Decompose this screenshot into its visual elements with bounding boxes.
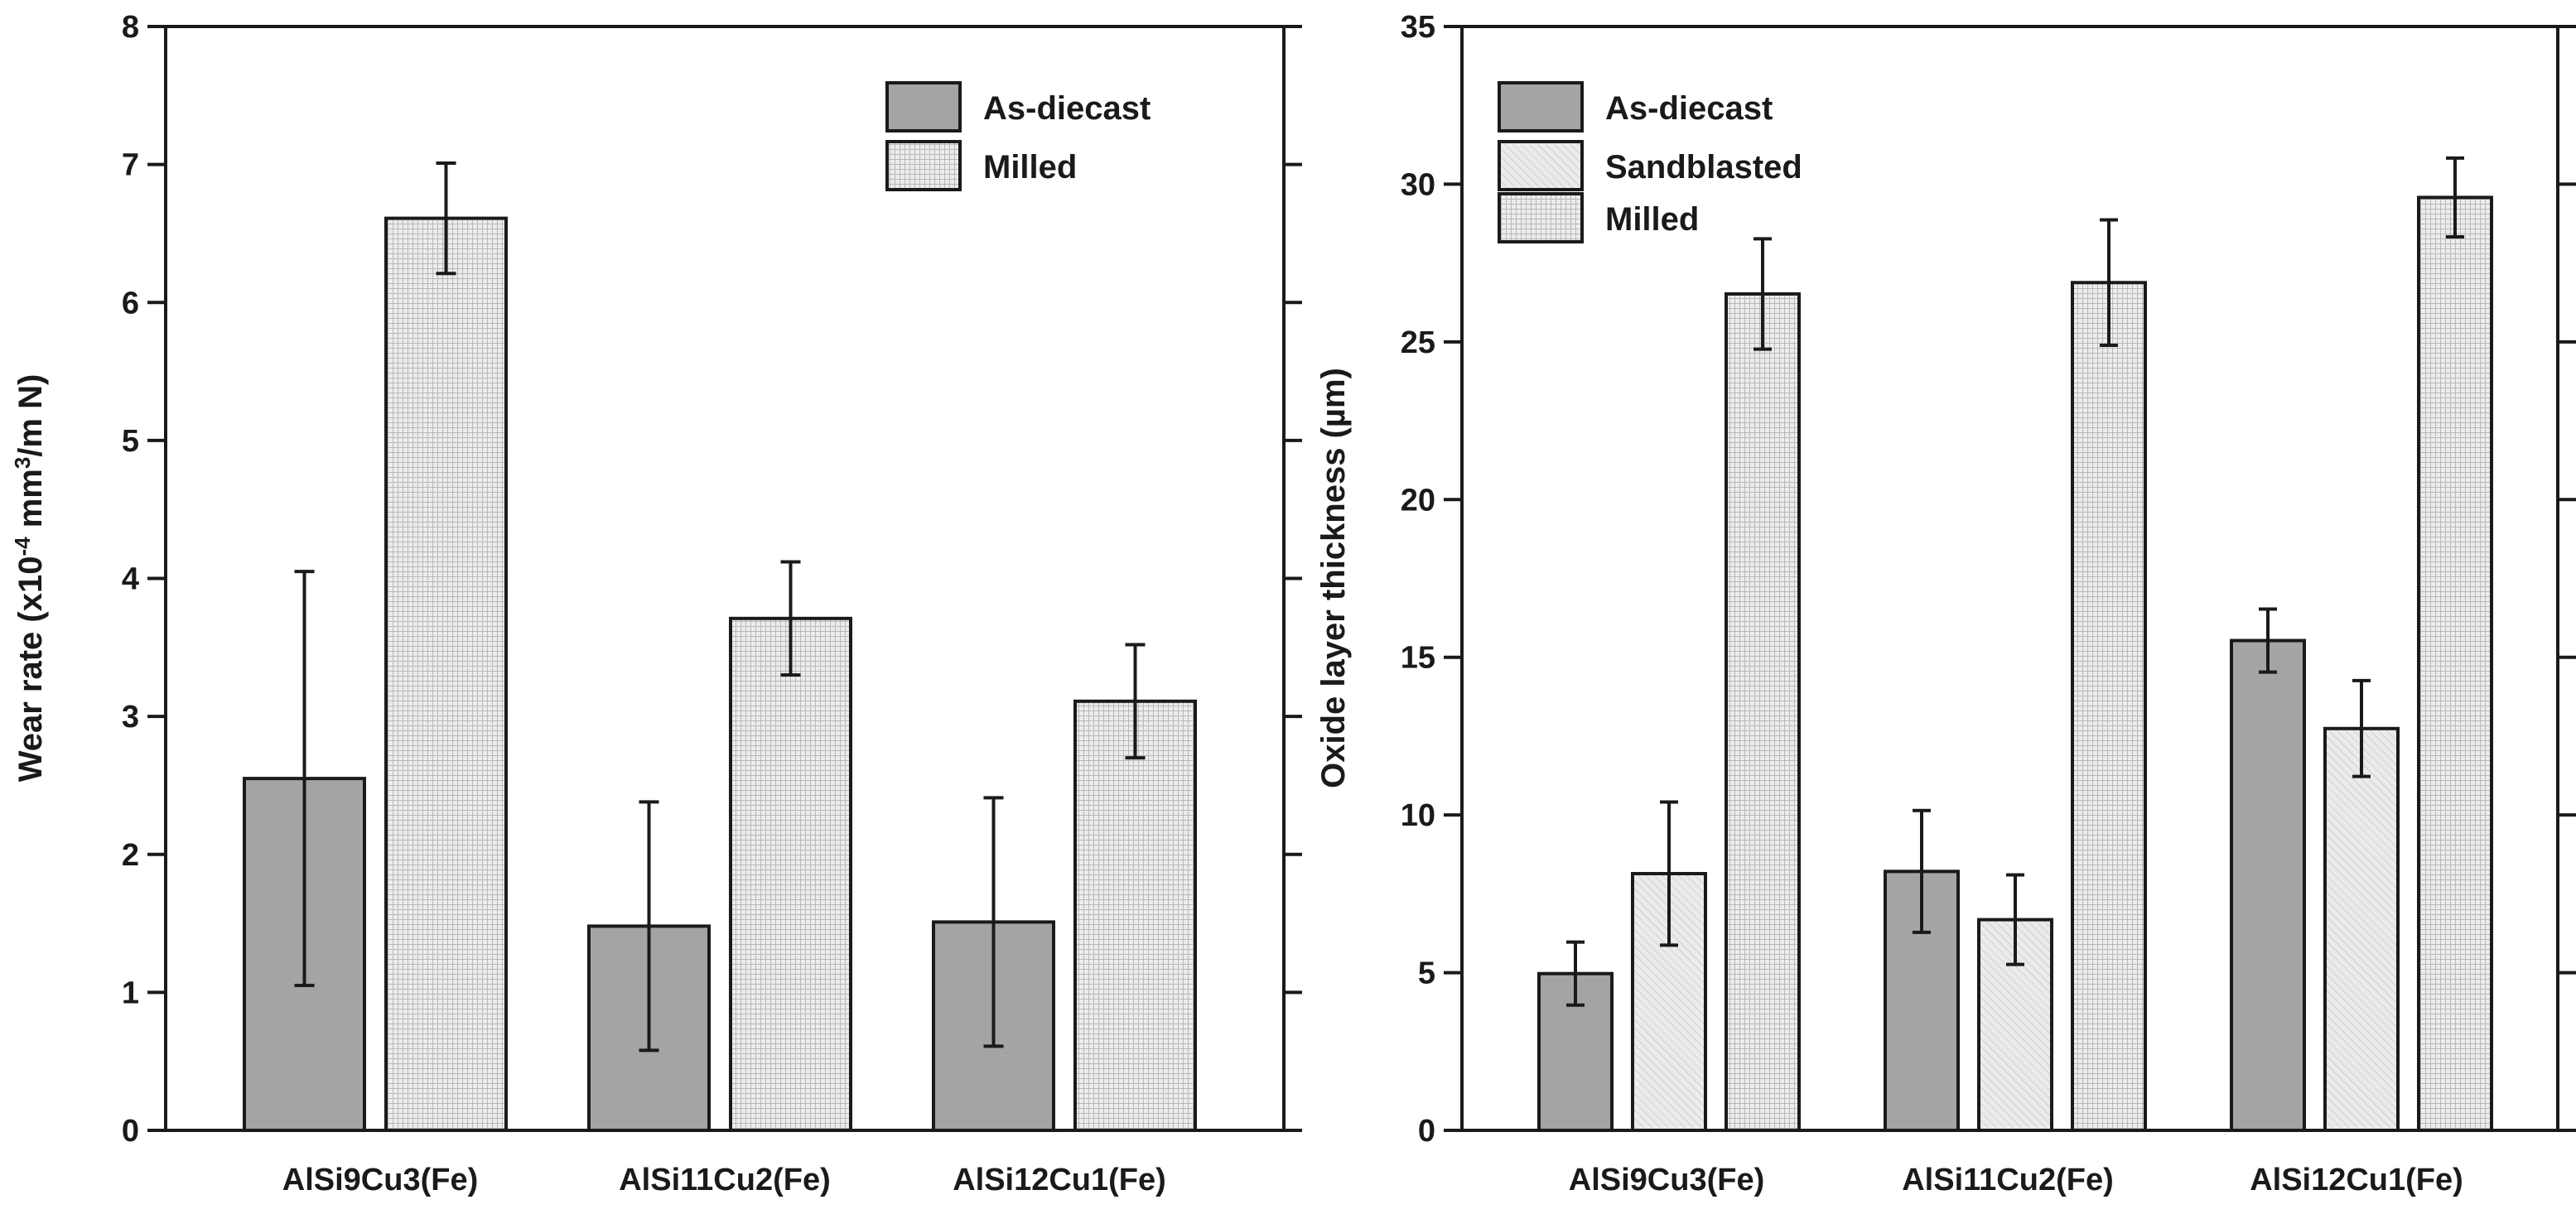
error-bar-as-diecast-alsi12cu1-fe — [2259, 607, 2277, 674]
right-y-axis-label: Oxide layer thickness (µm) — [1315, 368, 1352, 788]
bar-sandblasted-alsi12cu1-fe — [2323, 726, 2400, 1133]
y-tick-label: 5 — [122, 424, 139, 459]
legend-label-milled: Milled — [983, 149, 1077, 185]
y-tick-label: 7 — [122, 148, 139, 183]
bar-milled-alsi9cu3-fe — [1725, 291, 1801, 1132]
error-bar-sandblasted-alsi9cu3-fe — [1660, 800, 1678, 947]
legend-label-milled: Milled — [1605, 201, 1699, 238]
error-bar-as-diecast-alsi11cu2-fe — [639, 800, 659, 1053]
right-bars — [1537, 156, 2493, 1133]
right-plot-frame — [1460, 25, 2559, 1132]
error-bar-as-diecast-alsi11cu2-fe — [1913, 808, 1931, 934]
error-bar-as-diecast-alsi9cu3-fe — [294, 570, 315, 988]
right-chart: 0 5 10 15 20 25 30 35 AlSi9Cu3(Fe) AlSi11Cu2(Fe)… — [1315, 10, 2576, 1197]
left-category-labels: AlSi9Cu3(Fe) AlSi11Cu2(Fe) AlSi12Cu1(Fe) — [282, 1163, 1166, 1197]
y-tick-label: 4 — [122, 562, 139, 597]
bar-milled-alsi11cu2-fe — [729, 616, 852, 1132]
legend-swatch-as-diecast — [1498, 81, 1584, 132]
legend-swatch-milled — [1498, 192, 1584, 243]
right-y-ticks: 0 5 10 15 20 25 30 35 — [1401, 10, 2576, 1149]
y-tick-label: 0 — [1418, 1114, 1435, 1149]
y-tick-label: 35 — [1401, 10, 1435, 45]
error-bar-milled-alsi11cu2-fe — [780, 560, 801, 677]
bar-milled-alsi11cu2-fe — [2071, 281, 2147, 1133]
right-category-labels: AlSi9Cu3(Fe) AlSi11Cu2(Fe) AlSi12Cu1(Fe) — [1569, 1163, 2463, 1197]
bar-sandblasted-alsi9cu3-fe — [1631, 871, 1707, 1132]
left-chart: 0 1 2 3 4 5 6 7 8 AlSi9Cu3(Fe) AlSi11Cu2(Fe) AlSi1… — [10, 10, 1302, 1197]
left-legend: As-diecast Milled — [885, 81, 1151, 191]
y-tick-label: 25 — [1401, 325, 1435, 360]
y-tick-label: 6 — [122, 286, 139, 320]
bar-milled-alsi12cu1-fe — [1073, 699, 1197, 1132]
error-bar-milled-alsi9cu3-fe — [1754, 237, 1772, 351]
error-bar-sandblasted-alsi11cu2-fe — [2006, 873, 2024, 966]
error-bar-as-diecast-alsi9cu3-fe — [1566, 940, 1585, 1007]
error-bar-milled-alsi11cu2-fe — [2100, 218, 2118, 348]
category-label: AlSi9Cu3(Fe) — [282, 1163, 478, 1197]
left-y-ticks: 0 1 2 3 4 5 6 7 8 — [122, 10, 1302, 1149]
legend-label-as-diecast: As-diecast — [1605, 90, 1773, 127]
y-tick-label: 5 — [1418, 956, 1435, 991]
bar-milled-alsi9cu3-fe — [384, 216, 508, 1132]
y-tick-label: 8 — [122, 10, 139, 45]
y-tick-label: 2 — [122, 838, 139, 873]
y-tick-label: 15 — [1401, 641, 1435, 676]
error-bar-milled-alsi9cu3-fe — [436, 161, 456, 276]
left-y-axis-label: Wear rate (x10-4 mm3/m N) — [10, 374, 49, 783]
y-tick-label: 30 — [1401, 167, 1435, 202]
bar-as-diecast-alsi12cu1-fe — [2230, 638, 2306, 1132]
y-tick-label: 0 — [122, 1114, 139, 1149]
category-label: AlSi11Cu2(Fe) — [619, 1163, 831, 1197]
bar-milled-alsi12cu1-fe — [2417, 195, 2493, 1133]
legend-swatch-as-diecast — [885, 81, 962, 132]
legend-label-as-diecast: As-diecast — [983, 90, 1151, 127]
error-bar-milled-alsi12cu1-fe — [1125, 643, 1146, 760]
error-bar-milled-alsi12cu1-fe — [2446, 156, 2464, 239]
legend-swatch-milled — [885, 140, 962, 191]
left-bars — [243, 161, 1197, 1133]
category-label: AlSi9Cu3(Fe) — [1569, 1163, 1764, 1197]
legend-label-sandblasted: Sandblasted — [1605, 149, 1802, 185]
y-tick-label: 3 — [122, 700, 139, 735]
legend-swatch-sandblasted — [1498, 140, 1584, 191]
y-tick-label: 10 — [1401, 798, 1435, 833]
right-legend: As-diecast Sandblasted Milled — [1498, 81, 1802, 243]
left-plot-frame — [164, 25, 1286, 1132]
y-tick-label: 1 — [122, 976, 139, 1010]
error-bar-sandblasted-alsi12cu1-fe — [2352, 678, 2371, 778]
error-bar-as-diecast-alsi12cu1-fe — [983, 796, 1004, 1048]
category-label: AlSi12Cu1(Fe) — [2250, 1163, 2463, 1197]
category-label: AlSi11Cu2(Fe) — [1902, 1163, 2114, 1197]
y-tick-label: 20 — [1401, 483, 1435, 518]
category-label: AlSi12Cu1(Fe) — [953, 1163, 1166, 1197]
